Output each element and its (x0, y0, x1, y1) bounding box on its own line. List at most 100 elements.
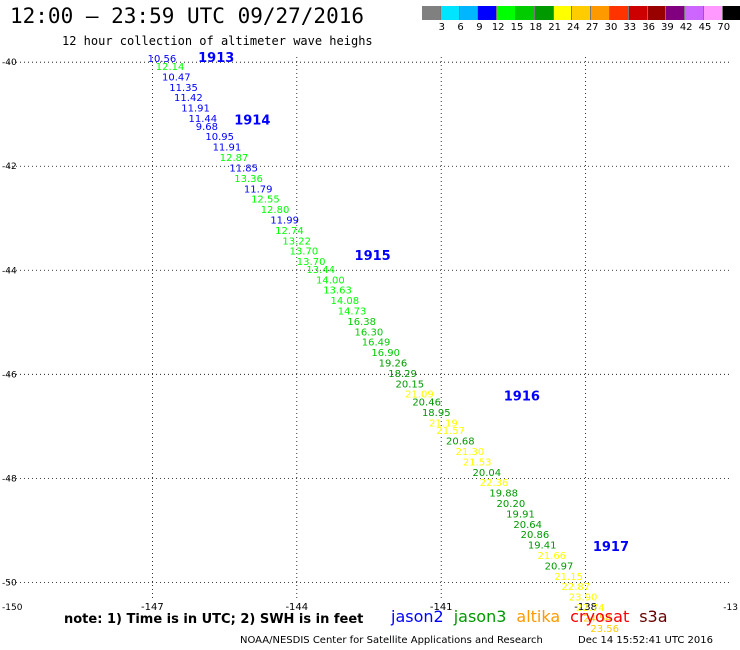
wave-height-label: 11.44 (189, 114, 218, 125)
wave-height-label: 13.36 (234, 174, 263, 185)
wave-height-label: 18.95 (422, 408, 451, 419)
wave-height-label: 23.56 (590, 624, 619, 635)
color-scale-label: 12 (491, 22, 505, 33)
wave-height-label: 22.74 (576, 603, 605, 614)
time-label: 1914 (234, 114, 270, 129)
wave-height-label: 14.08 (330, 296, 359, 307)
y-tick-label: -42 (2, 162, 17, 172)
color-swatch (703, 6, 723, 20)
wave-height-label: 20.68 (446, 437, 475, 448)
wave-height-label: 13.70 (290, 247, 319, 258)
wave-height-label: 21.66 (537, 551, 566, 562)
color-scale-label: 18 (529, 22, 543, 33)
color-scale-label: 24 (567, 22, 580, 33)
color-swatch (628, 6, 648, 20)
color-scale-label: 6 (457, 22, 464, 33)
color-swatch (497, 6, 516, 20)
color-scale-label: 36 (642, 22, 655, 33)
wave-height-label: 16.38 (347, 317, 376, 328)
wave-height-label: 21.19 (429, 418, 458, 429)
wave-height-label: 10.47 (162, 72, 191, 83)
wave-height-label: 13.63 (323, 286, 352, 297)
wave-height-label: 21.30 (456, 447, 485, 458)
color-swatch (666, 6, 686, 20)
time-label: 1913 (198, 51, 234, 66)
wave-height-label: 22.36 (480, 478, 509, 489)
wave-height-label: 14.00 (316, 275, 345, 286)
wave-height-label: 13.22 (282, 236, 311, 247)
color-swatch (422, 6, 441, 20)
wave-height-label: 21.57 (436, 426, 465, 437)
wave-height-label: 11.35 (169, 83, 198, 94)
color-swatch (609, 6, 629, 20)
color-scale-label: 42 (679, 22, 693, 33)
page-subtitle: 12 hour collection of altimeter wave hei… (62, 34, 373, 48)
color-swatch (478, 6, 498, 20)
satellite-legend-item: jason2 (391, 607, 444, 626)
color-scale-label: 27 (585, 22, 599, 33)
credit-line: NOAA/NESDIS Center for Satellite Applica… (240, 635, 543, 646)
y-tick-label: -50 (2, 578, 17, 588)
x-tick-label: -144 (285, 602, 308, 613)
time-label: 1916 (504, 389, 540, 404)
wave-height-label: 11.42 (174, 93, 203, 104)
wave-height-label: 11.79 (244, 184, 273, 195)
color-swatch (722, 6, 740, 20)
wave-height-label: 11.91 (213, 143, 242, 154)
wave-height-label: 19.88 (489, 489, 518, 500)
color-scale-label: 45 (698, 22, 712, 33)
wave-height-label: 21.53 (463, 457, 492, 468)
color-swatch (440, 6, 460, 20)
wave-height-label: 14.73 (338, 306, 367, 317)
wave-height-label: 16.49 (362, 338, 391, 349)
wave-height-label: 11.99 (270, 215, 299, 226)
satellite-legend-item: s3a (639, 607, 668, 626)
color-scale-label: 15 (510, 22, 524, 33)
wave-height-label: 12.80 (261, 205, 290, 216)
color-scale-label: 21 (548, 22, 561, 33)
color-swatch (647, 6, 667, 20)
wave-height-label: 12.74 (275, 226, 304, 237)
color-swatch (685, 6, 704, 20)
generated-timestamp: Dec 14 15:52:41 UTC 2016 (578, 635, 713, 646)
wave-height-label: 12.55 (251, 195, 280, 206)
wave-height-label: 23.90 (569, 593, 598, 604)
satellite-legend-item: cryosat (570, 607, 630, 626)
wave-height-label: 22.87 (562, 582, 591, 593)
wave-height-label: 18.29 (388, 369, 417, 380)
color-scale-label: 70 (717, 22, 731, 33)
y-tick-label: -44 (2, 266, 17, 276)
color-scale-label: 3 (438, 22, 445, 33)
wave-height-label: 10.56 (148, 54, 177, 65)
wave-height-label: 20.04 (472, 468, 501, 479)
wave-height-label: 9.68 (196, 122, 218, 133)
wave-height-label: 16.90 (371, 348, 400, 359)
wave-height-label: 11.91 (181, 104, 210, 115)
time-label: 1917 (593, 540, 629, 555)
color-scale-label: 39 (661, 22, 674, 33)
wave-height-label: 12.87 (220, 153, 249, 164)
wave-height-label: 16.30 (355, 327, 384, 338)
color-scale-label: 33 (623, 22, 637, 33)
color-swatch (553, 6, 573, 20)
wave-height-label: 19.91 (506, 509, 535, 520)
x-tick-label: -141 (430, 602, 453, 613)
wave-height-label: 20.20 (497, 499, 526, 510)
wave-height-label: 13.70 (297, 257, 326, 268)
color-scale-bar (422, 6, 740, 20)
wave-height-label: 21.09 (405, 390, 434, 401)
wave-height-label: 19.26 (379, 359, 408, 370)
wave-height-label: 20.86 (521, 530, 550, 541)
color-scale-label: 30 (604, 22, 618, 33)
y-tick-label: -48 (2, 474, 17, 484)
color-swatch (534, 6, 554, 20)
wave-height-label: 20.64 (513, 520, 542, 531)
units-note: note: 1) Time is in UTC; 2) SWH is in fe… (64, 612, 364, 627)
color-scale-label: 9 (476, 22, 483, 33)
wave-height-label: 19.41 (528, 541, 557, 552)
wave-height-label: 20.15 (395, 379, 424, 390)
wave-height-label: 13.44 (306, 265, 335, 276)
